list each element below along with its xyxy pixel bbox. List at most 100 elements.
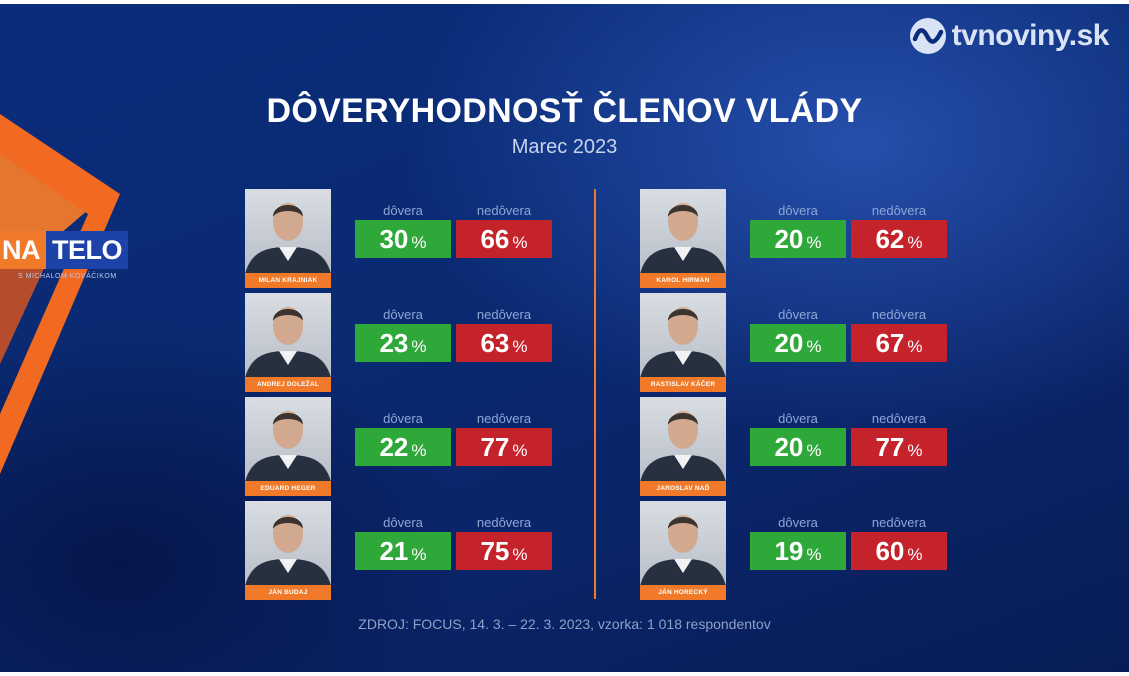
distrust-label: nedôvera: [871, 307, 927, 322]
distrust-label: nedôvera: [871, 203, 927, 218]
minister-card: KAROL HIRMAN dôvera nedôvera 20% 62%: [640, 189, 950, 289]
minister-card: MILAN KRAJNIAK dôvera nedôvera 30% 66%: [245, 189, 555, 289]
trust-label: dôvera: [383, 307, 423, 322]
trust-value: 30: [379, 224, 409, 254]
trust-unit: %: [411, 441, 427, 460]
distrust-unit: %: [512, 233, 528, 252]
trust-value-box: 30%: [355, 220, 451, 258]
trust-unit: %: [806, 545, 822, 564]
minister-name: RASTISLAV KÁČER: [640, 377, 726, 392]
portrait-photo: [245, 293, 331, 378]
distrust-value-box: 75%: [456, 532, 552, 570]
portrait-photo: [640, 501, 726, 586]
distrust-label: nedôvera: [476, 411, 532, 426]
trust-value-box: 20%: [750, 428, 846, 466]
minister-card: JÁN HORECKÝ dôvera nedôvera 19% 60%: [640, 501, 950, 601]
trust-unit: %: [411, 233, 427, 252]
trust-value-box: 23%: [355, 324, 451, 362]
distrust-unit: %: [907, 233, 923, 252]
trust-value: 20: [774, 328, 804, 358]
portrait-photo: [640, 189, 726, 274]
trust-value: 19: [774, 536, 804, 566]
distrust-unit: %: [907, 441, 923, 460]
minister-name: JAROSLAV NAĎ: [640, 481, 726, 496]
trust-value-box: 20%: [750, 324, 846, 362]
trust-value-box: 19%: [750, 532, 846, 570]
portrait-photo: [245, 189, 331, 274]
minister-card: JAROSLAV NAĎ dôvera nedôvera 20% 77%: [640, 397, 950, 497]
trust-value: 23: [379, 328, 409, 358]
distrust-value: 60: [875, 536, 905, 566]
distrust-value-box: 60%: [851, 532, 947, 570]
trust-unit: %: [806, 233, 822, 252]
trust-label: dôvera: [383, 515, 423, 530]
distrust-value-box: 62%: [851, 220, 947, 258]
trust-value-box: 22%: [355, 428, 451, 466]
trust-value-box: 20%: [750, 220, 846, 258]
chart-title: DÔVERYHODNOSŤ ČLENOV VLÁDY: [266, 92, 863, 130]
distrust-label: nedôvera: [476, 515, 532, 530]
portrait-photo: [640, 293, 726, 378]
show-name-na: NA: [0, 231, 46, 269]
trust-label: dôvera: [778, 515, 818, 530]
distrust-value: 77: [480, 432, 510, 462]
minister-card: EDUARD HEGER dôvera nedôvera 22% 77%: [245, 397, 555, 497]
distrust-unit: %: [512, 441, 528, 460]
trust-label: dôvera: [383, 203, 423, 218]
wave-icon: [909, 18, 946, 54]
show-logo-shape: [0, 114, 120, 474]
portrait-photo: [245, 397, 331, 482]
trust-label: dôvera: [778, 307, 818, 322]
distrust-value-box: 63%: [456, 324, 552, 362]
distrust-unit: %: [512, 545, 528, 564]
distrust-unit: %: [512, 337, 528, 356]
distrust-label: nedôvera: [871, 515, 927, 530]
trust-label: dôvera: [778, 203, 818, 218]
distrust-unit: %: [907, 337, 923, 356]
trust-value: 22: [379, 432, 409, 462]
trust-unit: %: [806, 441, 822, 460]
distrust-label: nedôvera: [871, 411, 927, 426]
minister-name: KAROL HIRMAN: [640, 273, 726, 288]
show-name-telo: TELO: [46, 231, 128, 269]
show-subtitle: S MICHALOM KOVÁČIKOM: [18, 273, 117, 280]
distrust-value-box: 77%: [851, 428, 947, 466]
infographic: NA TELO S MICHALOM KOVÁČIKOM tvnoviny.sk…: [0, 4, 1129, 672]
distrust-value-box: 67%: [851, 324, 947, 362]
minister-card: RASTISLAV KÁČER dôvera nedôvera 20% 67%: [640, 293, 950, 393]
minister-name: JÁN BUDAJ: [245, 585, 331, 600]
show-name: NA TELO: [0, 231, 128, 269]
distrust-value: 67: [875, 328, 905, 358]
trust-unit: %: [411, 337, 427, 356]
column-divider: [594, 189, 596, 599]
trust-value: 21: [379, 536, 409, 566]
distrust-value: 66: [480, 224, 510, 254]
minister-name: ANDREJ DOLEŽAL: [245, 377, 331, 392]
minister-card: JÁN BUDAJ dôvera nedôvera 21% 75%: [245, 501, 555, 601]
site-logo: tvnoviny.sk: [909, 18, 1110, 54]
distrust-value-box: 66%: [456, 220, 552, 258]
distrust-label: nedôvera: [476, 203, 532, 218]
trust-label: dôvera: [778, 411, 818, 426]
minister-card: ANDREJ DOLEŽAL dôvera nedôvera 23% 63%: [245, 293, 555, 393]
site-name: tvnoviny.sk: [951, 19, 1110, 52]
minister-name: MILAN KRAJNIAK: [245, 273, 331, 288]
distrust-label: nedôvera: [476, 307, 532, 322]
trust-label: dôvera: [383, 411, 423, 426]
trust-value-box: 21%: [355, 532, 451, 570]
distrust-value: 63: [480, 328, 510, 358]
trust-value: 20: [774, 432, 804, 462]
minister-name: EDUARD HEGER: [245, 481, 331, 496]
trust-unit: %: [806, 337, 822, 356]
distrust-value: 75: [480, 536, 510, 566]
distrust-value-box: 77%: [456, 428, 552, 466]
minister-name: JÁN HORECKÝ: [640, 585, 726, 600]
trust-value: 20: [774, 224, 804, 254]
distrust-value: 77: [875, 432, 905, 462]
portrait-photo: [640, 397, 726, 482]
trust-unit: %: [411, 545, 427, 564]
source-note: ZDROJ: FOCUS, 14. 3. – 22. 3. 2023, vzor…: [358, 616, 771, 632]
distrust-value: 62: [875, 224, 905, 254]
distrust-unit: %: [907, 545, 923, 564]
portrait-photo: [245, 501, 331, 586]
